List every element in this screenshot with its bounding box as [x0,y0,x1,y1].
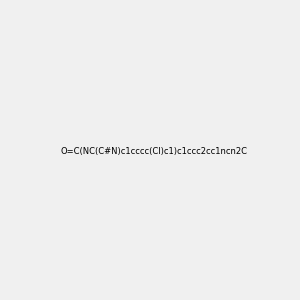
Text: O=C(NC(C#N)c1cccc(Cl)c1)c1ccc2cc1ncn2C: O=C(NC(C#N)c1cccc(Cl)c1)c1ccc2cc1ncn2C [60,147,247,156]
